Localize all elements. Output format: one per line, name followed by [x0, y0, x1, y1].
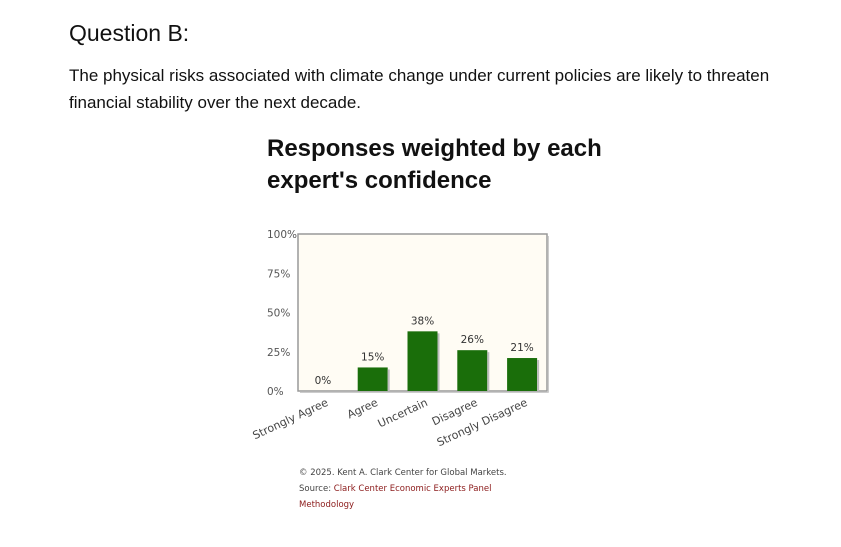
y-tick-label: 0%	[267, 386, 284, 398]
methodology-line: Methodology	[299, 498, 507, 514]
source-prefix: Source:	[299, 484, 334, 494]
category-label: Strongly Agree	[251, 396, 331, 442]
bar-shadow	[437, 333, 440, 391]
y-tick-label: 50%	[267, 308, 290, 320]
data-label: 0%	[315, 375, 332, 387]
copyright-text: © 2025. Kent A. Clark Center for Global …	[299, 468, 507, 478]
bar-shadow	[487, 352, 490, 391]
question-text: The physical risks associated with clima…	[69, 66, 770, 112]
y-tick-label: 100%	[267, 229, 297, 241]
category-label: Agree	[345, 396, 380, 422]
category-label: Uncertain	[376, 396, 430, 430]
bar-shadow	[537, 360, 540, 391]
source-link[interactable]: Clark Center Economic Experts Panel	[333, 484, 492, 494]
bar	[407, 331, 438, 391]
chart-credits: © 2025. Kent A. Clark Center for Global …	[299, 466, 507, 514]
data-label: 21%	[510, 342, 533, 354]
chart-title: Responses weighted by each expert's conf…	[267, 135, 602, 194]
data-label: 38%	[411, 315, 434, 327]
bar	[507, 358, 538, 391]
source-line: Source: Clark Center Economic Experts Pa…	[299, 482, 507, 498]
category-label: Strongly Disagree	[435, 396, 530, 449]
y-tick-label: 75%	[267, 268, 290, 280]
bar	[357, 367, 388, 391]
bar-shadow	[387, 369, 390, 391]
bar	[457, 350, 488, 391]
data-label: 15%	[361, 351, 384, 363]
data-label: 26%	[461, 334, 484, 346]
y-tick-label: 25%	[267, 347, 290, 359]
question-title: Question B:	[69, 20, 190, 46]
methodology-link[interactable]: Methodology	[299, 500, 355, 510]
